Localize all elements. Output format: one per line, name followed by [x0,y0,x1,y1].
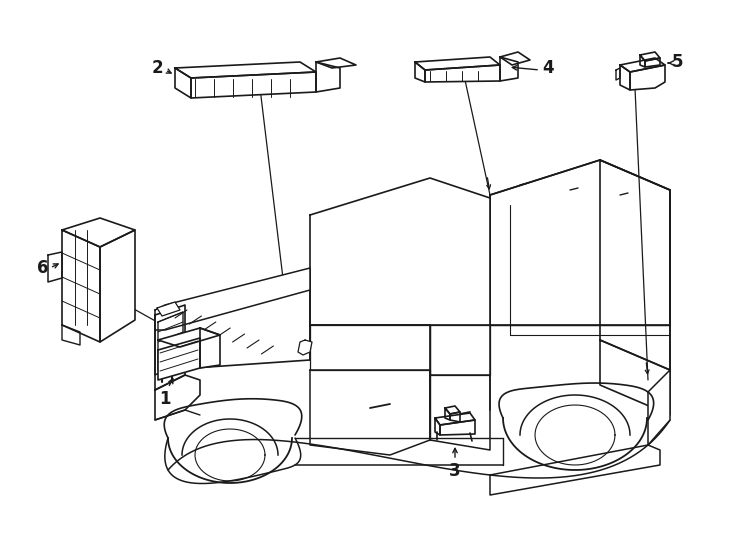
Polygon shape [450,412,460,422]
Polygon shape [62,218,135,247]
Polygon shape [200,328,220,368]
Polygon shape [430,325,490,375]
Polygon shape [48,252,62,282]
Polygon shape [158,312,183,370]
Polygon shape [640,55,645,67]
Polygon shape [620,65,630,90]
Polygon shape [415,62,425,82]
Polygon shape [620,58,665,72]
Polygon shape [155,375,200,420]
Polygon shape [490,160,670,325]
Polygon shape [435,413,475,425]
Polygon shape [158,328,220,347]
Polygon shape [191,72,316,98]
Polygon shape [155,310,165,375]
Polygon shape [415,57,500,70]
Polygon shape [310,325,430,370]
Polygon shape [298,340,312,355]
Polygon shape [62,325,80,345]
Polygon shape [310,370,430,455]
Text: 1: 1 [159,390,171,408]
Polygon shape [445,406,460,414]
Polygon shape [310,325,430,360]
Polygon shape [310,178,490,325]
Polygon shape [165,270,310,370]
Text: 6: 6 [37,259,48,277]
Polygon shape [158,338,200,380]
Polygon shape [648,370,670,445]
Polygon shape [316,62,340,92]
Polygon shape [157,302,180,316]
Polygon shape [155,160,670,475]
Text: 5: 5 [672,53,683,71]
Polygon shape [440,420,475,435]
Polygon shape [425,65,500,82]
Polygon shape [430,375,490,450]
Polygon shape [630,65,665,90]
Polygon shape [155,305,185,390]
Polygon shape [500,52,530,65]
Polygon shape [600,340,670,415]
Polygon shape [616,68,620,80]
Polygon shape [175,62,316,78]
Polygon shape [500,57,518,81]
Polygon shape [100,230,135,342]
Text: 3: 3 [449,462,461,480]
Polygon shape [640,52,660,61]
Polygon shape [175,68,191,98]
Polygon shape [645,58,660,67]
Text: 2: 2 [151,59,163,77]
Polygon shape [435,418,440,435]
Polygon shape [490,445,660,495]
Polygon shape [62,230,100,342]
Text: 4: 4 [542,59,553,77]
Polygon shape [600,160,670,370]
Polygon shape [316,58,356,68]
Polygon shape [445,408,450,420]
Polygon shape [155,268,310,330]
